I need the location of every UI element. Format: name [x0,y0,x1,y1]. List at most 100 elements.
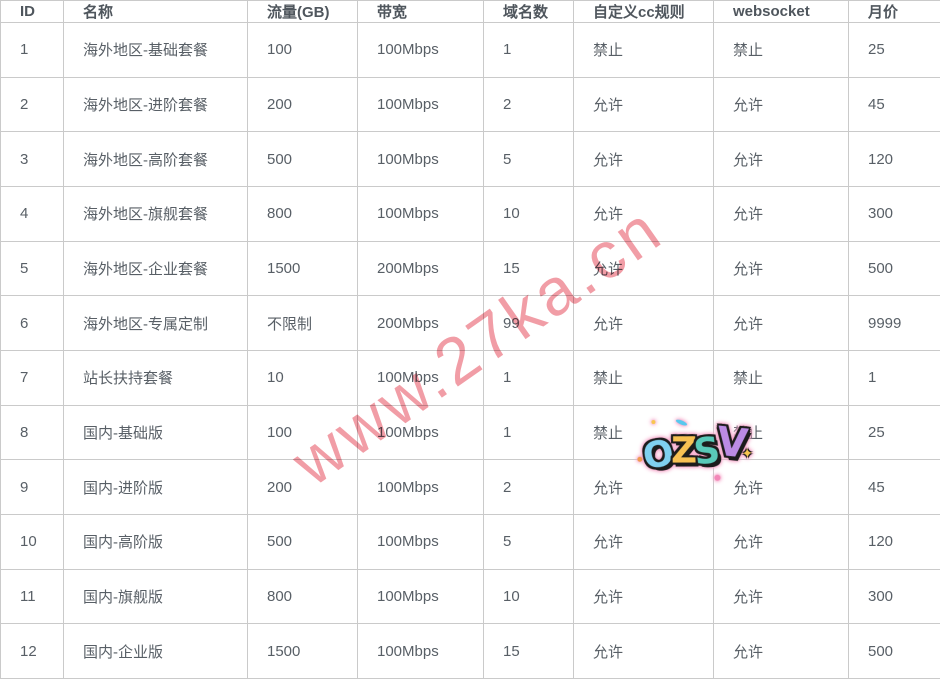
cell-id: 3 [0,131,64,187]
cell-websocket: 禁止 [713,349,849,406]
cell-price: 9999 [848,295,940,351]
cell-bandwidth: 200Mbps [357,295,484,351]
table-row: 4 海外地区-旗舰套餐 800 100Mbps 10 允许 允许 300 [0,185,940,242]
cell-domains: 1 [483,404,574,461]
cell-bandwidth: 100Mbps [357,568,484,625]
cell-domains: 5 [483,131,574,187]
cell-websocket: 允许 [713,131,849,187]
cell-id: 9 [0,459,64,515]
column-header-websocket: websocket [713,0,849,23]
cell-bandwidth: 100Mbps [357,185,484,242]
cell-cc_rule: 允许 [573,295,714,351]
cell-bandwidth: 200Mbps [357,240,484,297]
cell-price: 25 [848,22,940,78]
sparkle-icon: ✦ [741,444,754,462]
cell-domains: 99 [483,295,574,351]
cell-traffic: 200 [247,76,358,133]
cell-price: 1 [848,349,940,406]
column-header-traffic: 流量(GB) [247,0,358,23]
cell-bandwidth: 100Mbps [357,22,484,78]
table-body: 1 海外地区-基础套餐 100 100Mbps 1 禁止 禁止 25 2 海外地区-进阶套餐 200… [0,22,940,679]
cell-id: 5 [0,240,64,297]
cell-traffic: 200 [247,459,358,515]
sticker-ozsv: OZSV ✦ [637,418,754,481]
cell-traffic: 500 [247,131,358,187]
cell-name: 海外地区-进阶套餐 [63,76,248,133]
cell-traffic: 800 [247,568,358,625]
cell-domains: 1 [483,349,574,406]
cell-name: 海外地区-旗舰套餐 [63,185,248,242]
cell-cc_rule: 允许 [573,185,714,242]
table-row: 11 国内-旗舰版 800 100Mbps 10 允许 允许 300 [0,568,940,625]
cell-bandwidth: 100Mbps [357,349,484,406]
table-row: 7 站长扶持套餐 10 100Mbps 1 禁止 禁止 1 [0,349,940,406]
sticker-letter: O [639,432,675,478]
cell-name: 海外地区-专属定制 [63,295,248,351]
cell-id: 6 [0,295,64,351]
cell-id: 2 [0,76,64,133]
column-header-name: 名称 [63,0,248,23]
column-header-id: ID [0,0,64,23]
cell-price: 500 [848,623,940,679]
cell-price: 25 [848,404,940,461]
column-header-cc_rule: 自定义cc规则 [573,0,714,23]
cell-id: 4 [0,185,64,242]
cell-name: 国内-旗舰版 [63,568,248,625]
cell-name: 国内-高阶版 [63,513,248,570]
cell-price: 500 [848,240,940,297]
cell-bandwidth: 100Mbps [357,459,484,515]
cell-name: 海外地区-基础套餐 [63,22,248,78]
header-row: ID 名称 流量(GB) 带宽 域名数 自定义cc规则 websocket 月价 [0,0,940,23]
cell-traffic: 10 [247,349,358,406]
cell-domains: 10 [483,185,574,242]
sticker-letter: Z [670,430,694,472]
cell-traffic: 不限制 [247,295,358,351]
cell-price: 300 [848,568,940,625]
cell-name: 海外地区-企业套餐 [63,240,248,297]
cell-id: 11 [0,568,64,625]
cell-name: 国内-基础版 [63,404,248,461]
cell-cc_rule: 允许 [573,568,714,625]
table-row: 6 海外地区-专属定制 不限制 200Mbps 99 允许 允许 9999 [0,295,940,351]
cell-websocket: 允许 [713,185,849,242]
cell-websocket: 允许 [713,240,849,297]
cell-cc_rule: 允许 [573,513,714,570]
cell-websocket: 禁止 [713,22,849,78]
cell-domains: 15 [483,240,574,297]
cell-bandwidth: 100Mbps [357,623,484,679]
cell-price: 120 [848,513,940,570]
cell-id: 12 [0,623,64,679]
cell-name: 站长扶持套餐 [63,349,248,406]
cell-websocket: 允许 [713,513,849,570]
sticker-word: OZSV [640,419,747,478]
cell-id: 10 [0,513,64,570]
table-row: 5 海外地区-企业套餐 1500 200Mbps 15 允许 允许 500 [0,240,940,297]
table-row: 2 海外地区-进阶套餐 200 100Mbps 2 允许 允许 45 [0,76,940,133]
table-row: 3 海外地区-高阶套餐 500 100Mbps 5 允许 允许 120 [0,131,940,187]
cell-cc_rule: 允许 [573,76,714,133]
cell-domains: 10 [483,568,574,625]
cell-price: 300 [848,185,940,242]
cell-cc_rule: 允许 [573,240,714,297]
cell-price: 45 [848,459,940,515]
cell-cc_rule: 允许 [573,623,714,679]
cell-websocket: 允许 [713,295,849,351]
cell-bandwidth: 100Mbps [357,404,484,461]
cell-cc_rule: 禁止 [573,404,714,461]
cell-websocket: 允许 [713,623,849,679]
table-row: 9 国内-进阶版 200 100Mbps 2 允许 允许 45 [0,459,940,515]
cell-bandwidth: 100Mbps [357,76,484,133]
cell-bandwidth: 100Mbps [357,513,484,570]
column-header-domains: 域名数 [483,0,574,23]
table-row: 1 海外地区-基础套餐 100 100Mbps 1 禁止 禁止 25 [0,22,940,78]
cell-name: 国内-进阶版 [63,459,248,515]
cell-cc_rule: 禁止 [573,22,714,78]
cell-websocket: 允许 [713,568,849,625]
cell-id: 7 [0,349,64,406]
table-row: 8 国内-基础版 100 100Mbps 1 禁止 禁止 25 [0,404,940,461]
cell-cc_rule: 允许 [573,131,714,187]
cell-websocket: 禁止 [713,404,849,461]
cell-websocket: 允许 [713,459,849,515]
cell-name: 国内-企业版 [63,623,248,679]
